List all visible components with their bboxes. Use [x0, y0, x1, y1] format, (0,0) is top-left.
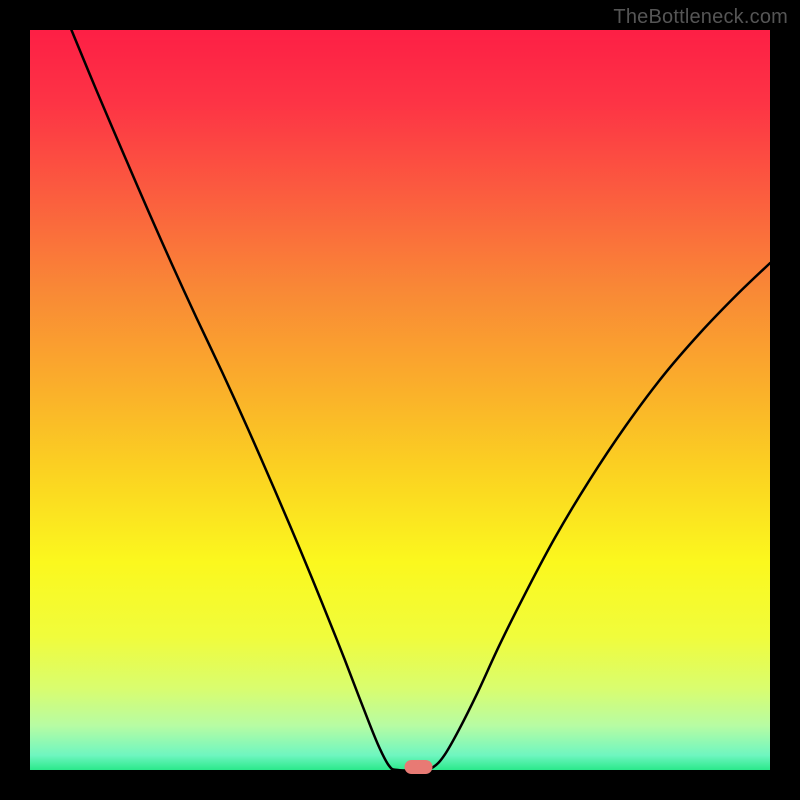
- chart-svg: [0, 0, 800, 800]
- chart-container: TheBottleneck.com: [0, 0, 800, 800]
- valley-marker: [405, 760, 433, 774]
- plot-background: [30, 30, 770, 770]
- watermark-text: TheBottleneck.com: [613, 6, 788, 29]
